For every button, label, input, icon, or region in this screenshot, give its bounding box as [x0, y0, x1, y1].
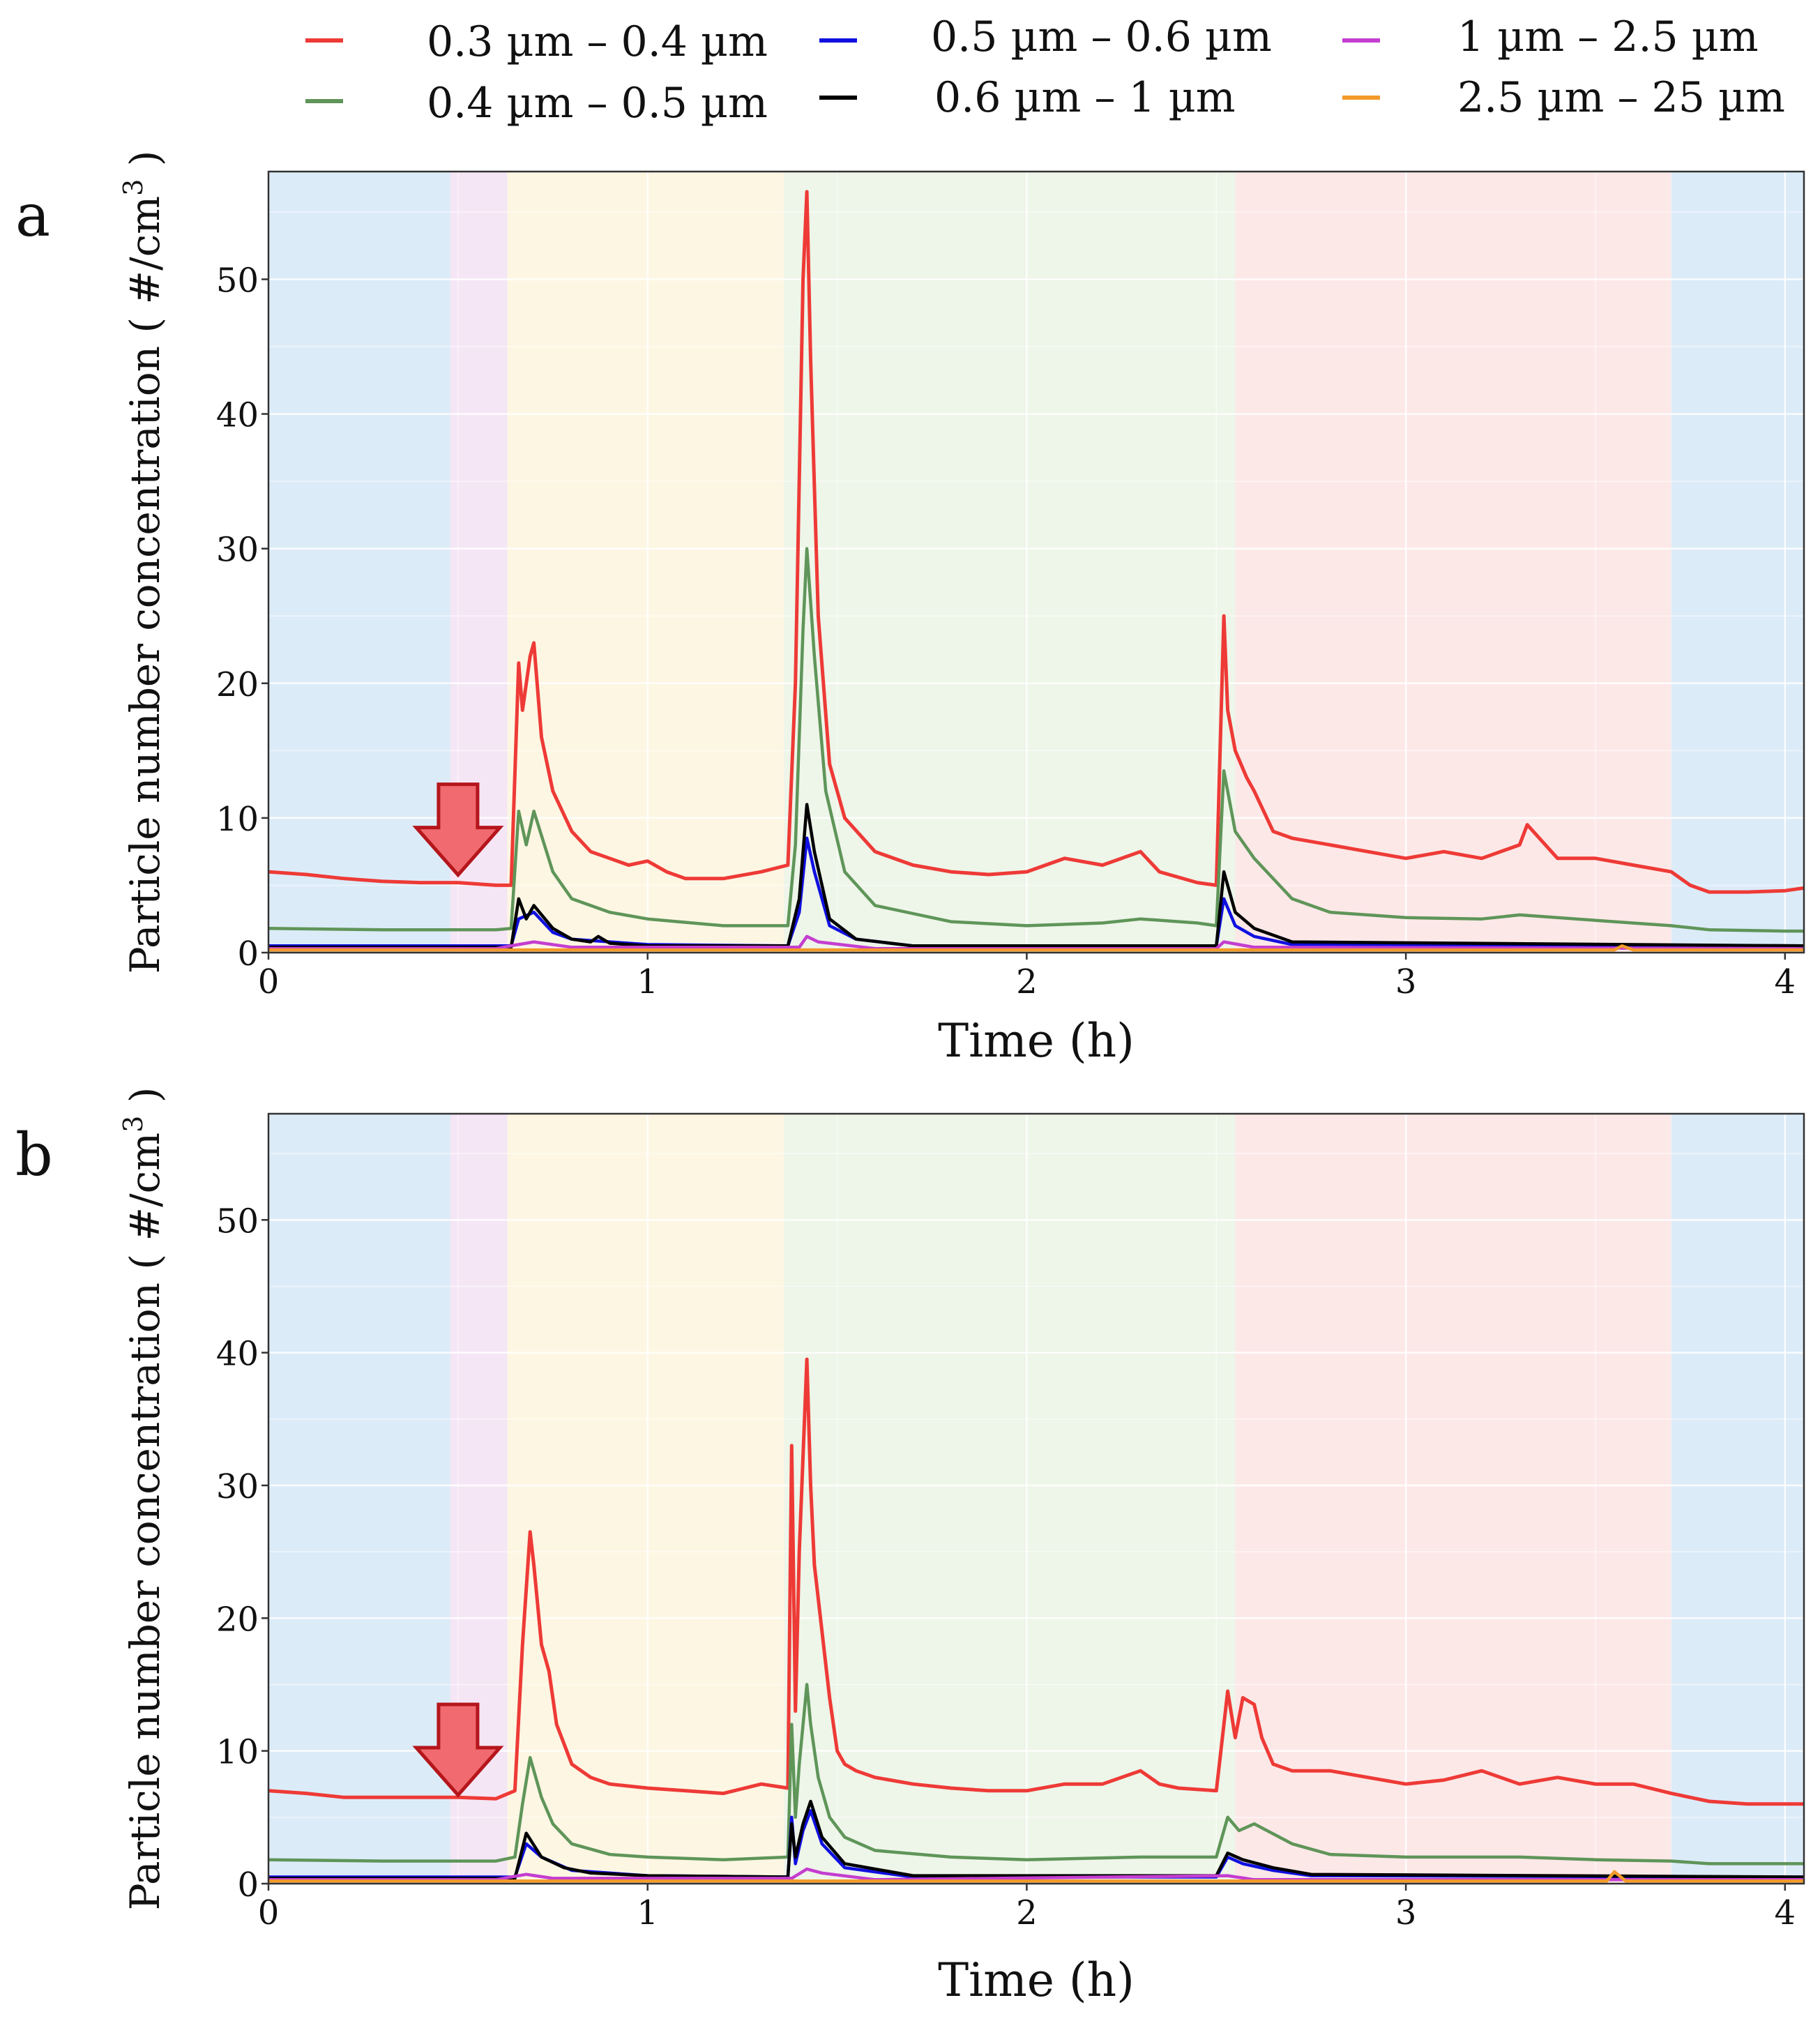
y-tick-label: 40: [216, 1335, 259, 1374]
series-group: [268, 1357, 1804, 1883]
x-axis-label: Time (h): [938, 1014, 1135, 1068]
shaded-period: [784, 172, 1236, 953]
x-tick-label: 4: [1775, 1893, 1796, 1932]
shaded-period: [268, 172, 450, 953]
shaded-period: [784, 1114, 1236, 1884]
legend-label: 0.5 µm – 0.6 µm: [931, 13, 1272, 61]
y-axis-label-main: Particle number concentration ( #/cm: [121, 1133, 169, 1910]
panel-a: 0 10 20 30 40 50 0 1 2 3 4 Time (h) Particle number …: [15, 151, 1805, 1068]
plot-frame: [267, 170, 1805, 954]
series-line-6: [268, 944, 1804, 952]
plot-frame: [267, 1112, 1805, 1885]
y-axis-label-close: ): [121, 1087, 169, 1116]
y-axis-label-close: ): [121, 151, 169, 179]
y-axis-label: Particle number concentration ( #/cm3 ): [118, 151, 169, 974]
y-axis-label-superscript: 3: [118, 1116, 149, 1133]
x-tick-label: 3: [1395, 1893, 1417, 1932]
panel-label: a: [15, 181, 50, 250]
x-tick-label: 0: [258, 962, 280, 1001]
series-line-2: [268, 1683, 1804, 1866]
y-tick-label: 10: [216, 800, 259, 839]
series-line-1: [268, 190, 1804, 894]
x-tick-label: 1: [637, 962, 658, 1001]
y-tick-label: 50: [216, 1202, 259, 1241]
shaded-period: [1235, 1114, 1671, 1884]
panel-b: 0 10 20 30 40 50 0 1 2 3 4 Time (h) Particle number …: [15, 1087, 1805, 2007]
x-axis-label: Time (h): [938, 1953, 1135, 2007]
y-tick-label: 20: [216, 1600, 259, 1639]
legend: 0.3 µm – 0.4 µm 0.4 µm – 0.5 µm 0.5 µm –…: [305, 13, 1785, 128]
series-line-6: [268, 1870, 1804, 1883]
series-line-4: [268, 1799, 1804, 1880]
legend-label: 0.6 µm – 1 µm: [934, 73, 1236, 122]
legend-entry-5: 2.5 µm – 25 µm: [1342, 73, 1785, 122]
shaded-period: [507, 172, 784, 953]
x-tick-label: 0: [258, 1893, 280, 1932]
y-axis-label-main: Particle number concentration ( #/cm: [121, 196, 169, 974]
y-tick-label: 0: [237, 1866, 259, 1905]
y-tick-label: 20: [216, 665, 259, 704]
panel-label: b: [15, 1121, 53, 1189]
y-tick-label: 30: [216, 531, 259, 570]
y-tick-label: 30: [216, 1467, 259, 1506]
x-tick-label: 4: [1775, 962, 1796, 1001]
series-group: [268, 190, 1804, 952]
shaded-period: [1671, 1114, 1804, 1884]
y-tick-label: 50: [216, 261, 259, 300]
legend-label: 0.4 µm – 0.5 µm: [427, 79, 768, 128]
series-line-2: [268, 547, 1804, 933]
x-tick-label: 2: [1016, 1893, 1038, 1932]
legend-entry-1: 0.4 µm – 0.5 µm: [305, 79, 768, 128]
legend-label: 1 µm – 2.5 µm: [1457, 13, 1759, 61]
shaded-period: [1671, 172, 1804, 953]
y-tick-label: 0: [237, 934, 259, 974]
legend-entry-0: 0.3 µm – 0.4 µm: [305, 17, 768, 66]
legend-label: 0.3 µm – 0.4 µm: [427, 17, 768, 66]
x-tick-label: 1: [637, 1893, 658, 1932]
series-line-5: [268, 934, 1804, 951]
legend-entry-3: 0.6 µm – 1 µm: [819, 73, 1236, 122]
down-arrow-icon: [412, 782, 504, 878]
legend-entry-4: 1 µm – 2.5 µm: [1342, 13, 1759, 61]
x-tick-label: 3: [1395, 962, 1417, 1001]
x-tick-label: 2: [1016, 962, 1038, 1001]
series-line-1: [268, 1357, 1804, 1806]
legend-entry-2: 0.5 µm – 0.6 µm: [819, 13, 1272, 61]
y-axis-label: Particle number concentration ( #/cm3 ): [118, 1087, 169, 1911]
series-line-5: [268, 1867, 1804, 1882]
shaded-period: [268, 1114, 450, 1884]
legend-label: 2.5 µm – 25 µm: [1457, 73, 1785, 122]
y-tick-label: 40: [216, 396, 259, 435]
shaded-period: [1235, 172, 1671, 953]
series-line-3: [268, 836, 1804, 948]
shaded-period: [507, 1114, 784, 1884]
y-tick-label: 10: [216, 1733, 259, 1772]
down-arrow-icon: [412, 1702, 504, 1798]
y-axis-label-superscript: 3: [118, 179, 149, 196]
